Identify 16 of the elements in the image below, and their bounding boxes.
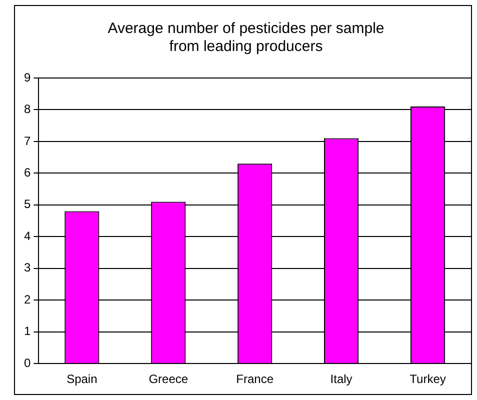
x-tick-label: France — [236, 372, 274, 386]
x-tick-label: Turkey — [410, 372, 446, 386]
y-tick-label: 6 — [24, 166, 31, 180]
x-tick-label: Greece — [148, 372, 188, 386]
y-tick-label: 4 — [24, 228, 31, 243]
y-tick-label: 9 — [24, 70, 31, 84]
y-tick-label: 3 — [24, 260, 31, 275]
chart-title: Average number of pesticides per sample from leading producers — [108, 20, 384, 56]
y-tick-label: 0 — [24, 356, 31, 370]
y-tick-label: 5 — [24, 197, 31, 212]
y-tick-label: 7 — [24, 134, 31, 148]
x-tick-label: Spain — [66, 372, 98, 386]
x-tick-label: Italy — [330, 372, 352, 386]
y-tick-label: 1 — [24, 324, 31, 338]
y-tick-label: 8 — [24, 102, 31, 116]
y-tick-label: 2 — [24, 292, 31, 306]
